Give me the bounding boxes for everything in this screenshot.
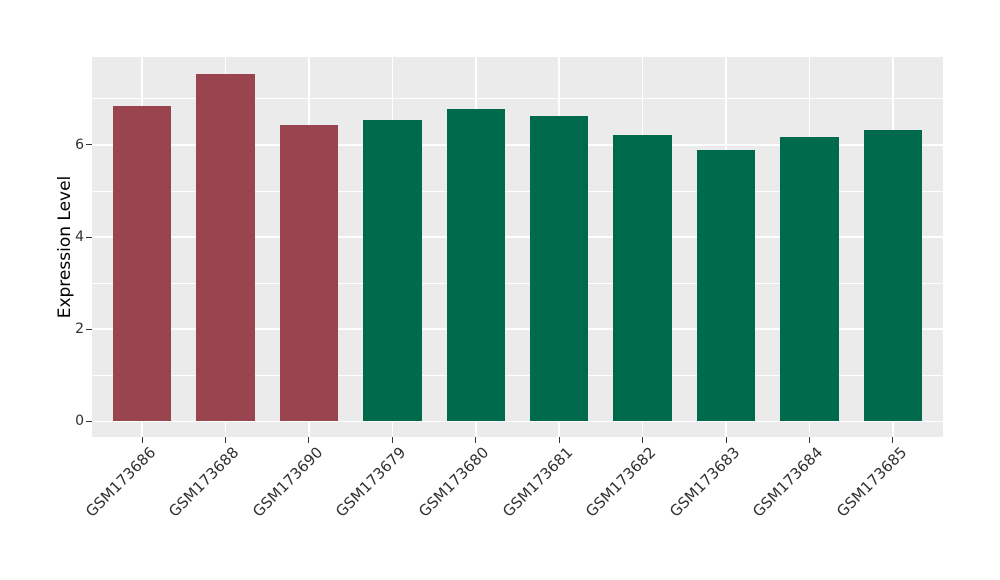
x-tick-GSM173680: [475, 437, 477, 443]
bar-GSM173682: [613, 135, 672, 422]
x-tick-GSM173688: [224, 437, 226, 443]
x-tick-GSM173681: [558, 437, 560, 443]
x-tick-GSM173682: [642, 437, 644, 443]
x-tick-GSM173684: [809, 437, 810, 443]
x-tick-label-GSM173685: GSM173685: [832, 443, 910, 521]
x-tick-GSM173683: [725, 437, 727, 443]
x-tick-label-GSM173688: GSM173688: [165, 443, 243, 521]
bar-GSM173690: [279, 125, 339, 422]
gridline-major-y0: [92, 420, 943, 423]
bar-GSM173686: [112, 106, 172, 422]
y-axis-title: Expression Level: [55, 175, 75, 319]
y-tick-label-2: 2: [75, 321, 84, 338]
gridline-minor-y5: [92, 190, 943, 192]
x-tick-label-GSM173680: GSM173680: [415, 443, 493, 521]
y-tick-label-6: 6: [75, 136, 84, 153]
x-tick-GSM173679: [391, 437, 393, 443]
x-tick-label-GSM173681: GSM173681: [498, 443, 577, 521]
y-tick-0: [86, 420, 92, 422]
gridline-major-y2: [92, 328, 943, 330]
bar-GSM173679: [363, 120, 422, 422]
x-tick-GSM173685: [892, 437, 894, 443]
bar-GSM173688: [196, 74, 255, 422]
x-tick-label-GSM173683: GSM173683: [665, 443, 744, 521]
y-tick-6: [86, 144, 92, 146]
y-tick-label-0: 0: [75, 413, 84, 430]
gridline-major-y4: [92, 236, 943, 238]
x-tick-label-GSM173684: GSM173684: [749, 443, 827, 521]
gridline-minor-y1: [92, 374, 943, 376]
x-tick-label-GSM173679: GSM173679: [332, 443, 410, 521]
x-tick-GSM173690: [308, 437, 310, 443]
y-tick-label-4: 4: [75, 229, 84, 246]
plot-panel: [92, 57, 943, 437]
y-tick-2: [86, 328, 92, 330]
bar-GSM173681: [530, 115, 589, 422]
x-tick-label-GSM173686: GSM173686: [81, 443, 160, 521]
x-tick-label-GSM173690: GSM173690: [248, 443, 326, 521]
bar-GSM173683: [696, 149, 756, 422]
gridline-major-y6: [92, 144, 943, 146]
x-tick-label-GSM173682: GSM173682: [582, 443, 660, 521]
x-tick-GSM173686: [141, 437, 143, 443]
gridline-minor-y3: [92, 282, 943, 284]
bar-GSM173680: [446, 108, 505, 422]
bar-GSM173684: [780, 137, 839, 422]
gridline-minor-y7: [92, 98, 943, 100]
y-tick-4: [86, 236, 92, 238]
bar-GSM173685: [863, 130, 923, 422]
